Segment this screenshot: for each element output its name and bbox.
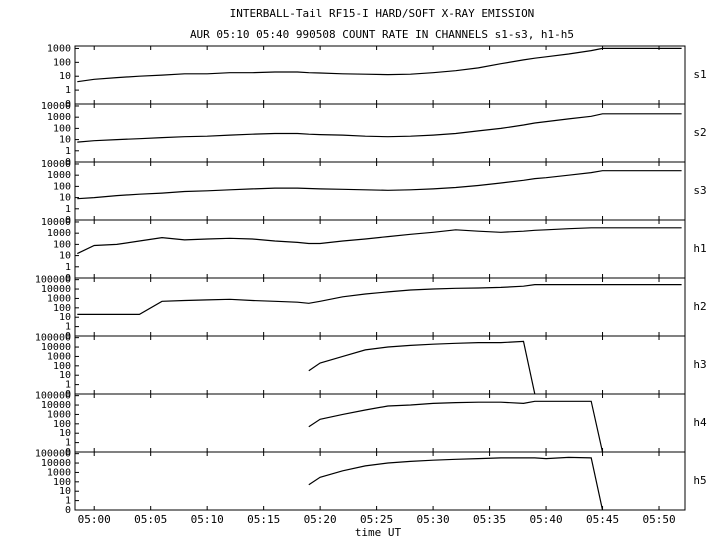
- y-tick-label: 100000: [35, 275, 71, 286]
- y-tick-label: 100000: [35, 391, 71, 402]
- panel-label: s2: [693, 126, 706, 139]
- y-tick-label: 10: [59, 251, 71, 262]
- y-tick-label: 1: [65, 438, 71, 449]
- y-tick-label: 10: [59, 193, 71, 204]
- y-tick-label: 10: [59, 486, 71, 497]
- y-tick-label: 10: [59, 71, 71, 82]
- x-tick-label: 05:30: [417, 513, 450, 526]
- y-tick-label: 1000: [47, 351, 71, 362]
- y-tick-label: 100: [53, 477, 71, 488]
- y-tick-label: 10: [59, 135, 71, 146]
- y-tick-label: 1: [65, 322, 71, 333]
- y-tick-label: 100: [53, 57, 71, 68]
- y-tick-label: 10: [59, 370, 71, 381]
- panel-frame: [74, 335, 686, 395]
- data-line: [77, 113, 682, 143]
- y-tick-label: 1000: [47, 228, 71, 239]
- y-tick-label: 10000: [41, 458, 71, 469]
- y-tick-label: 1: [65, 146, 71, 157]
- x-tick-label: 05:50: [642, 513, 675, 526]
- y-tick-label: 0: [65, 447, 71, 458]
- y-tick-label: 10000: [41, 342, 71, 353]
- data-line: [308, 340, 536, 395]
- panel-label: h5: [693, 474, 706, 487]
- panel-frame: [74, 161, 686, 221]
- panel-frame: [74, 103, 686, 163]
- y-tick-label: 10000: [41, 159, 71, 170]
- x-tick-label: 05:35: [473, 513, 506, 526]
- y-tick-label: 0: [65, 389, 71, 400]
- x-tick-label: 05:20: [304, 513, 337, 526]
- x-tick-label: 05:25: [360, 513, 393, 526]
- panel-label: h4: [693, 416, 707, 429]
- panel-frame: [74, 219, 686, 279]
- x-tick-label: 05:10: [191, 513, 224, 526]
- y-tick-label: 100: [53, 303, 71, 314]
- y-tick-label: 1000: [47, 112, 71, 123]
- y-tick-label: 1000: [47, 293, 71, 304]
- y-tick-label: 1: [65, 85, 71, 96]
- y-tick-label: 100: [53, 239, 71, 250]
- data-line: [77, 47, 682, 83]
- y-tick-label: 1000: [47, 170, 71, 181]
- y-tick-label: 10000: [41, 284, 71, 295]
- y-tick-label: 100: [53, 419, 71, 430]
- y-tick-label: 1: [65, 204, 71, 215]
- panel-label: s3: [693, 184, 706, 197]
- y-tick-label: 100: [53, 361, 71, 372]
- y-tick-label: 0: [65, 215, 71, 226]
- y-tick-label: 10000: [41, 217, 71, 228]
- y-tick-label: 1000: [47, 43, 71, 54]
- y-tick-label: 1: [65, 380, 71, 391]
- y-tick-label: 100: [53, 181, 71, 192]
- x-tick-label: 05:15: [247, 513, 280, 526]
- y-tick-label: 10000: [41, 400, 71, 411]
- data-line: [77, 227, 682, 255]
- data-line: [308, 400, 604, 453]
- y-tick-label: 100: [53, 123, 71, 134]
- x-axis-label: time UT: [355, 526, 402, 539]
- y-tick-label: 100000: [35, 449, 71, 460]
- x-tick-label: 05:05: [134, 513, 167, 526]
- y-tick-label: 1000: [47, 409, 71, 420]
- y-tick-label: 0: [65, 157, 71, 168]
- panel-label: h1: [693, 242, 706, 255]
- y-tick-label: 0: [65, 99, 71, 110]
- y-tick-label: 100000: [35, 333, 71, 344]
- panel-frame: [74, 393, 686, 453]
- y-tick-label: 1000: [47, 467, 71, 478]
- data-line: [77, 284, 682, 315]
- y-tick-label: 10: [59, 428, 71, 439]
- y-tick-label: 1: [65, 496, 71, 507]
- x-tick-label: 05:40: [529, 513, 562, 526]
- x-tick-label: 05:00: [78, 513, 111, 526]
- panel-label: s1: [693, 68, 706, 81]
- y-tick-label: 1: [65, 262, 71, 273]
- panel-frame: [74, 451, 686, 511]
- panel-frame: [74, 277, 686, 337]
- chart-subtitle: AUR 05:10 05:40 990508 COUNT RATE IN CHA…: [190, 28, 574, 41]
- data-line: [308, 456, 604, 511]
- y-tick-label: 0: [65, 505, 71, 516]
- y-tick-label: 10: [59, 312, 71, 323]
- y-tick-label: 0: [65, 273, 71, 284]
- data-line: [77, 170, 682, 200]
- panel-label: h3: [693, 358, 706, 371]
- panel-label: h2: [693, 300, 706, 313]
- x-tick-label: 05:45: [586, 513, 619, 526]
- y-tick-label: 10000: [41, 101, 71, 112]
- chart-title: INTERBALL-Tail RF15-I HARD/SOFT X-RAY EM…: [230, 7, 535, 20]
- y-tick-label: 0: [65, 331, 71, 342]
